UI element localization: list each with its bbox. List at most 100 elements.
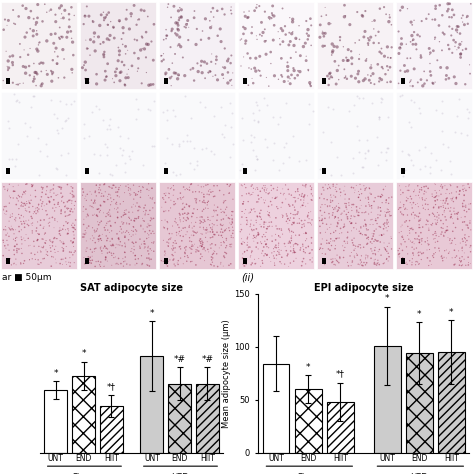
Point bbox=[186, 186, 193, 194]
Point bbox=[352, 243, 359, 250]
Point bbox=[32, 204, 40, 212]
Point bbox=[380, 3, 388, 11]
Point bbox=[404, 232, 411, 239]
Point bbox=[188, 180, 195, 188]
Point bbox=[185, 223, 193, 231]
Point bbox=[329, 182, 337, 190]
Point bbox=[335, 200, 342, 207]
Point bbox=[11, 216, 18, 223]
Point bbox=[192, 197, 200, 205]
Point bbox=[163, 116, 171, 123]
Point bbox=[370, 25, 378, 33]
Bar bbox=[243, 78, 247, 84]
Point bbox=[132, 215, 140, 222]
Point bbox=[45, 194, 53, 201]
Point bbox=[23, 207, 30, 215]
Point bbox=[397, 223, 405, 231]
Point bbox=[438, 109, 446, 116]
Point bbox=[250, 237, 257, 245]
Point bbox=[62, 218, 70, 226]
Point bbox=[238, 161, 246, 168]
Point bbox=[271, 243, 279, 251]
Point bbox=[319, 235, 326, 243]
Point bbox=[67, 248, 75, 256]
Point bbox=[402, 40, 410, 48]
Point bbox=[408, 238, 416, 246]
Point bbox=[106, 115, 114, 122]
Point bbox=[201, 74, 209, 82]
Point bbox=[203, 191, 211, 198]
Point bbox=[143, 69, 150, 76]
Point bbox=[426, 240, 433, 248]
Point bbox=[182, 21, 190, 28]
Point bbox=[274, 247, 282, 255]
Point bbox=[451, 43, 459, 50]
Point bbox=[69, 38, 76, 46]
Point bbox=[350, 224, 357, 231]
Point bbox=[375, 223, 383, 230]
Point bbox=[343, 210, 350, 218]
Point bbox=[458, 14, 465, 22]
Point bbox=[288, 237, 295, 245]
Point bbox=[227, 181, 234, 189]
Point bbox=[62, 258, 70, 265]
Point bbox=[57, 238, 65, 246]
Point bbox=[44, 252, 51, 259]
Point bbox=[179, 205, 187, 213]
Point bbox=[270, 185, 277, 192]
Point bbox=[109, 236, 116, 243]
Point bbox=[260, 243, 267, 251]
Point bbox=[219, 130, 226, 138]
Point bbox=[164, 32, 171, 39]
Point bbox=[32, 193, 39, 201]
Point bbox=[385, 253, 393, 261]
Point bbox=[344, 233, 351, 241]
Point bbox=[121, 189, 128, 197]
Point bbox=[345, 199, 353, 207]
Point bbox=[402, 183, 410, 191]
Point bbox=[299, 258, 306, 265]
Point bbox=[143, 255, 151, 262]
Point bbox=[308, 258, 316, 266]
Point bbox=[82, 227, 89, 234]
Point bbox=[51, 249, 59, 256]
Point bbox=[280, 190, 288, 197]
Point bbox=[368, 204, 375, 212]
Point bbox=[363, 184, 370, 191]
Point bbox=[171, 239, 179, 247]
Point bbox=[351, 186, 359, 194]
Point bbox=[439, 202, 447, 210]
Point bbox=[200, 224, 207, 231]
Point bbox=[131, 217, 138, 225]
Point bbox=[257, 263, 264, 270]
Point bbox=[261, 136, 269, 143]
Point bbox=[50, 224, 58, 232]
Point bbox=[151, 199, 158, 207]
Point bbox=[9, 6, 17, 14]
Point bbox=[338, 229, 346, 237]
Point bbox=[308, 246, 316, 254]
Point bbox=[354, 92, 361, 100]
Point bbox=[91, 263, 99, 270]
Point bbox=[182, 250, 189, 257]
Point bbox=[97, 40, 104, 48]
Point bbox=[134, 67, 141, 75]
Point bbox=[101, 15, 109, 22]
Point bbox=[450, 208, 458, 215]
Point bbox=[221, 248, 228, 256]
Point bbox=[31, 69, 39, 76]
Point bbox=[98, 192, 105, 200]
Point bbox=[301, 249, 309, 256]
Point bbox=[43, 9, 51, 16]
Point bbox=[268, 186, 275, 194]
Point bbox=[189, 228, 197, 235]
Point bbox=[249, 79, 257, 87]
Point bbox=[141, 45, 148, 53]
Point bbox=[290, 64, 297, 72]
Point bbox=[25, 62, 33, 70]
Point bbox=[426, 211, 433, 219]
Point bbox=[23, 132, 31, 140]
Point bbox=[200, 225, 207, 233]
Point bbox=[100, 263, 108, 270]
Point bbox=[290, 67, 298, 74]
